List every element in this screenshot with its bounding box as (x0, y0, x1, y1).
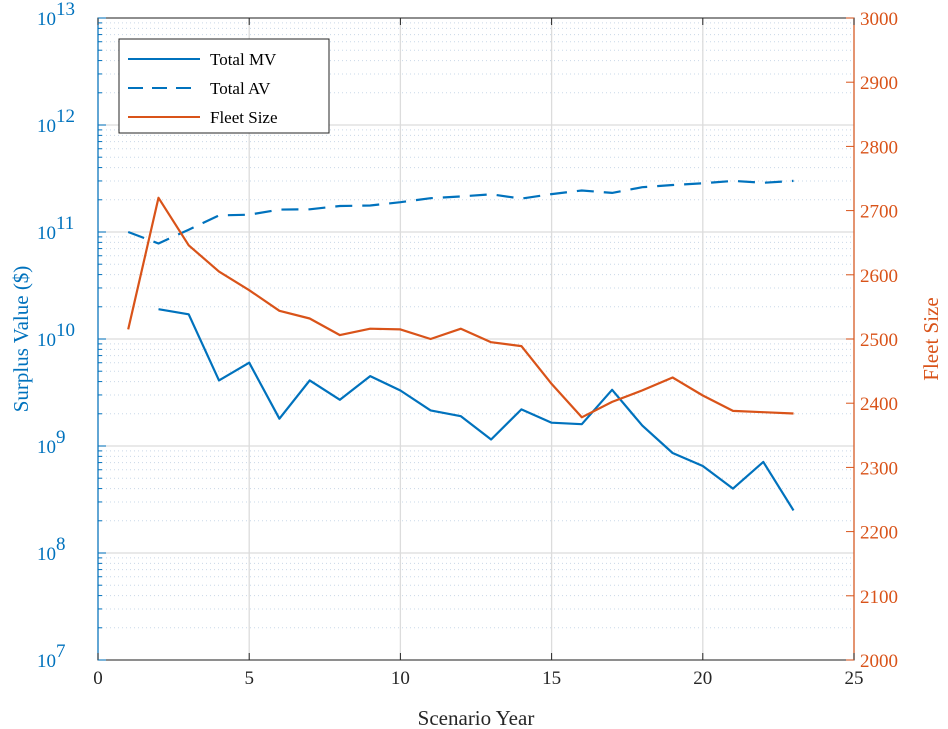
y-left-tick-exponent: 8 (56, 534, 66, 555)
x-tick-label: 10 (391, 668, 410, 689)
y-right-tick-label: 2500 (860, 330, 898, 351)
y-left-tick-label: 10 (37, 116, 56, 137)
legend-label-fleet-size: Fleet Size (210, 108, 278, 127)
y-right-tick-label: 2900 (860, 73, 898, 94)
x-tick-label: 15 (542, 668, 561, 689)
y-left-tick-exponent: 12 (56, 106, 75, 127)
y-left-tick-label: 10 (37, 544, 56, 565)
y-left-tick-exponent: 13 (56, 0, 75, 20)
y-left-tick-label: 10 (37, 437, 56, 458)
series-layer (127, 179, 795, 511)
series-line-total-mv (158, 308, 795, 511)
series-line-fleet-size (127, 196, 794, 419)
y-left-tick-label: 10 (37, 9, 56, 30)
x-tick-label: 0 (93, 668, 103, 689)
legend: Total MV Total AV Fleet Size (118, 38, 330, 134)
x-axis-label: Scenario Year (418, 706, 535, 729)
x-tick-label: 20 (693, 668, 712, 689)
y-left-tick-label: 10 (37, 223, 56, 244)
y-right-tick-label: 2400 (860, 394, 898, 415)
y-axis-right-label: Fleet Size (919, 297, 943, 380)
y-left-tick-exponent: 10 (56, 320, 75, 341)
y-right-tick-label: 2200 (860, 523, 898, 544)
y-right-tick-label: 2600 (860, 266, 898, 287)
series-line-total-av (127, 179, 794, 245)
y-left-tick-label: 10 (37, 651, 56, 672)
y-left-tick-exponent: 9 (56, 427, 66, 448)
y-right-tick-label: 3000 (860, 9, 898, 30)
y-left-tick-label: 10 (37, 330, 56, 351)
x-tick-label: 25 (845, 668, 864, 689)
x-tick-label: 5 (244, 668, 254, 689)
y-right-tick-label: 2800 (860, 137, 898, 158)
y-right-tick-label: 2300 (860, 458, 898, 479)
y-right-tick-label: 2100 (860, 587, 898, 608)
y-right-tick-label: 2700 (860, 202, 898, 223)
y-right-tick-label: 2000 (860, 651, 898, 672)
legend-label-total-av: Total AV (210, 79, 271, 98)
y-left-tick-exponent: 7 (56, 641, 66, 662)
y-axis-left-label: Surplus Value ($) (9, 266, 33, 413)
legend-label-total-mv: Total MV (210, 50, 277, 69)
y-left-tick-exponent: 11 (56, 213, 74, 234)
